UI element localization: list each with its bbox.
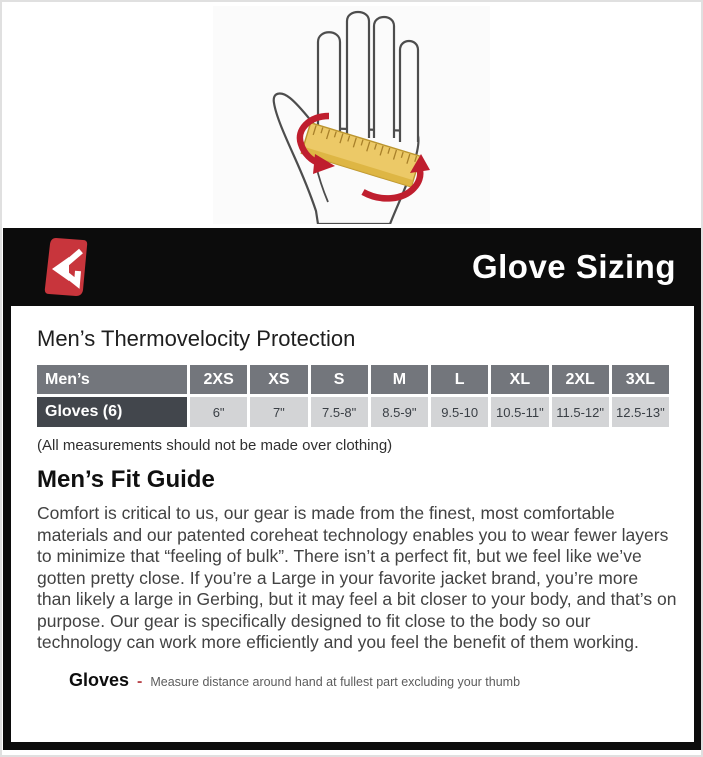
middle-finger [345,10,371,138]
ring-finger [372,15,396,138]
wrap-arrow-right-icon [361,154,430,202]
size-table-value-cell: 6" [190,397,248,427]
hand-ruler-illustration [213,6,490,226]
size-table-header-cell: S [310,365,368,394]
glove-note-dash: - [137,672,143,690]
size-table-values-row: Gloves (6) 6" 7" 7.5-8" 8.5-9" 9.5-10 10… [37,397,669,427]
size-table-value-cell: 9.5-10 [431,397,489,427]
glove-measure-note: Gloves - Measure distance around hand at… [69,670,682,691]
measuring-ruler-icon [300,121,422,188]
size-table-header-cell: 2XL [551,365,609,394]
measurement-note: (All measurements should not be made ove… [37,437,393,454]
size-table-header-cell: M [370,365,428,394]
brand-logo-icon [44,238,88,296]
size-table-header-cell: 3XL [611,365,669,394]
size-table-value-cell: 10.5-11" [491,397,549,427]
size-table-value-cell: 8.5-9" [370,397,428,427]
size-table-value-cell: 7" [250,397,308,427]
size-table-header-row: Men’s 2XS XS S M L XL 2XL 3XL [37,365,669,394]
size-table-header-cell: L [431,365,489,394]
size-table-header-cell: 2XS [190,365,248,394]
index-finger [316,31,342,136]
sizing-chart-panel: Glove Sizing Men’s Thermovelocity Protec… [3,228,701,750]
size-table-value-cell: 12.5-13" [611,397,669,427]
size-table-value-cell: 11.5-12" [551,397,609,427]
fit-guide-title: Men’s Fit Guide [37,466,215,493]
glove-note-label: Gloves [69,669,130,690]
panel-content: Men’s Thermovelocity Protection Men’s 2X… [11,306,694,691]
panel-header: Glove Sizing [11,228,694,306]
pinky-finger [398,39,420,142]
size-table: Men’s 2XS XS S M L XL 2XL 3XL Gloves (6)… [34,362,672,430]
size-table-header-cell: XS [250,365,308,394]
page-title: Glove Sizing [471,248,676,285]
size-table-row-label: Gloves (6) [37,397,187,427]
hand-with-ruler-icon [272,10,430,226]
section-title: Men’s Thermovelocity Protection [37,326,356,351]
wrap-arrow-left-icon [296,112,335,174]
size-table-value-cell: 7.5-8" [310,397,368,427]
size-table-header-cell: XL [491,365,549,394]
glove-note-text: Measure distance around hand at fullest … [150,674,521,689]
size-table-header-cell: Men’s [37,365,187,394]
illustration-section [2,2,701,228]
fit-guide-body: Comfort is critical to us, our gear is m… [37,503,677,652]
